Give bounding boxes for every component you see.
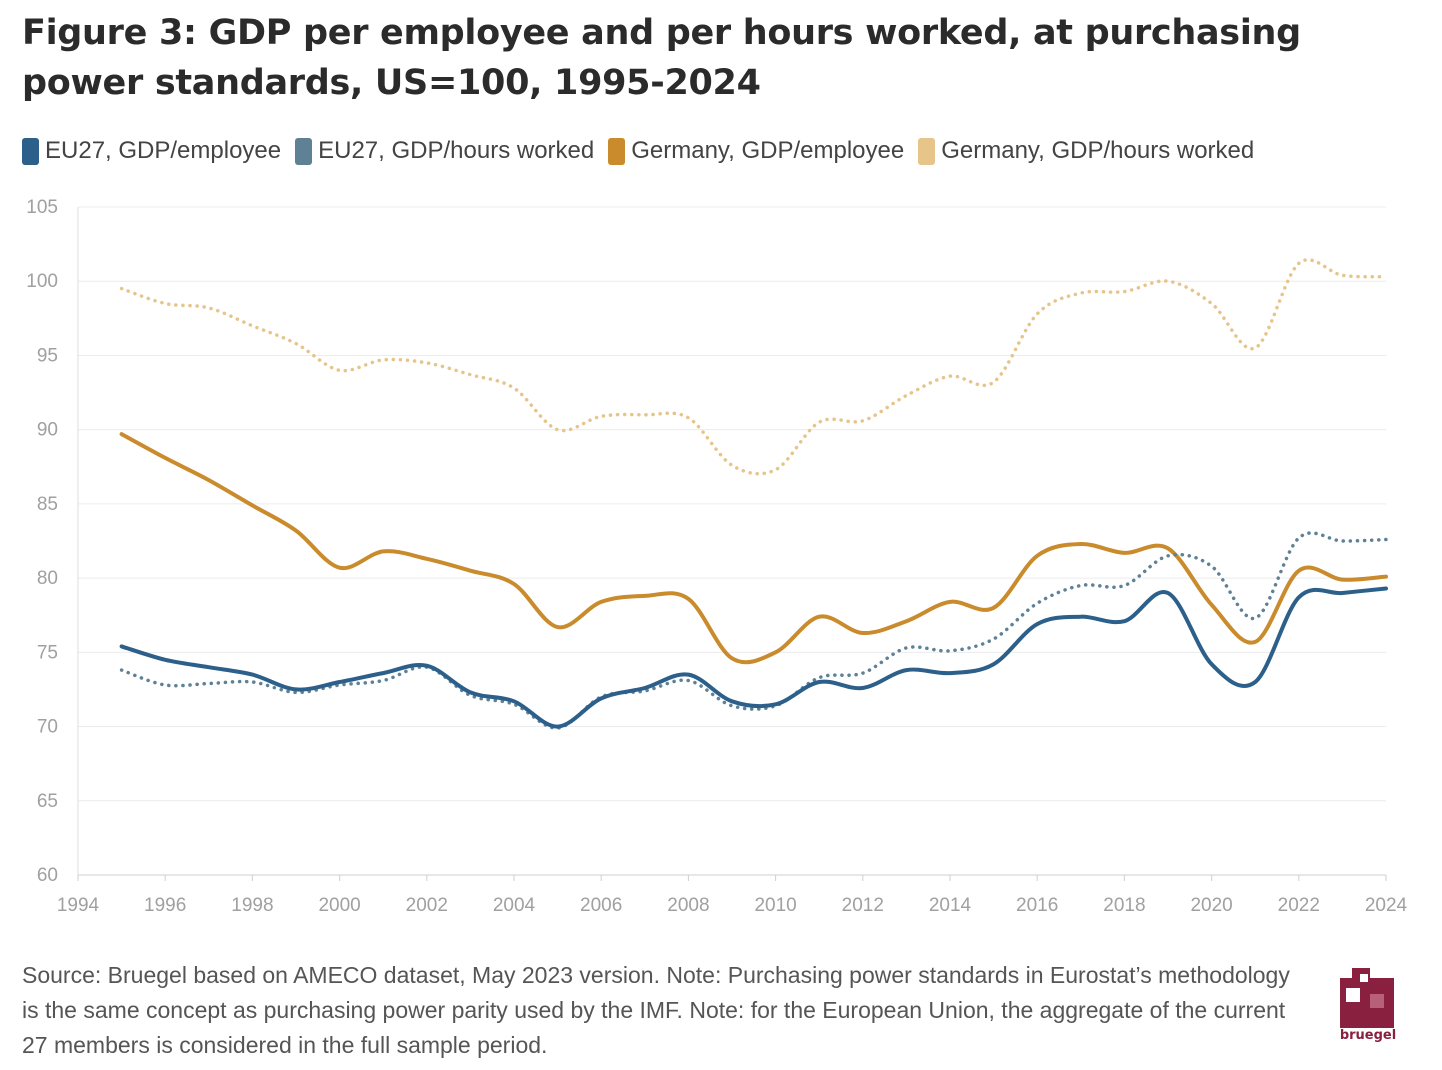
series-layer [119,258,1388,730]
legend-label-eu27-hours: EU27, GDP/hours worked [318,137,595,164]
y-tick-label: 95 [37,345,58,366]
x-tick-label: 1998 [231,895,273,916]
series-germany-gdp-employee [119,432,1388,665]
y-tick-label: 80 [37,568,58,589]
legend-label-germany-employee: Germany, GDP/employee [631,137,905,164]
x-tick-label: 2020 [1190,895,1232,916]
bruegel-logo: bruegel [1332,964,1404,1046]
legend-swatch-eu27-hours [295,137,313,165]
x-tick-label: 2022 [1278,895,1320,916]
y-tick-label: 65 [37,791,58,812]
x-tick-label: 1996 [144,895,186,916]
legend: EU27, GDP/employee EU27, GDP/hours worke… [22,134,1268,168]
y-tick-label: 100 [26,271,58,292]
series-germany-gdp-hours [119,258,1388,476]
y-tick-label: 75 [37,642,58,663]
y-tick-label: 85 [37,494,58,515]
chart-title: Figure 3: GDP per employee and per hours… [22,13,1301,103]
series-eu27-gdp-hours [119,531,1388,730]
x-tick-label: 2012 [842,895,884,916]
y-tick-label: 70 [37,717,58,738]
y-tick-label: 105 [26,197,58,218]
line-chart: 60 65 70 75 80 85 90 95 100 105 1994 1996 1998 2000 20… [26,197,1407,916]
y-tick-label: 60 [37,865,58,886]
x-tick-label: 2018 [1103,895,1145,916]
legend-label-germany-hours: Germany, GDP/hours worked [941,137,1255,164]
source-note: Source: Bruegel based on AMECO dataset, … [22,962,1290,1058]
x-tick-label: 2000 [318,895,360,916]
x-tick-label: 1994 [57,895,100,916]
x-tick-label: 2002 [406,895,448,916]
bruegel-logo-text: bruegel [1339,1028,1397,1043]
x-tick-label: 2004 [493,895,536,916]
grid-layer [77,206,1386,876]
y-tick-label: 90 [37,420,58,441]
legend-swatch-germany-hours [918,137,936,165]
legend-item-germany-hours: Germany, GDP/hours worked [918,137,1254,165]
axis-layer: 60 65 70 75 80 85 90 95 100 105 1994 1996 1998 2000 20… [26,197,1407,916]
bruegel-logo-mark [1340,968,1394,1028]
x-tick-label: 2016 [1016,895,1058,916]
legend-item-eu27-employee: EU27, GDP/employee [22,137,281,165]
x-tick-label: 2008 [667,895,709,916]
legend-label-eu27-employee: EU27, GDP/employee [45,137,282,164]
x-tick-label: 2024 [1365,895,1408,916]
legend-item-germany-employee: Germany, GDP/employee [608,137,904,165]
legend-swatch-germany-employee [608,137,626,165]
legend-swatch-eu27-employee [22,137,39,165]
series-eu27-gdp-employee [119,586,1388,729]
x-tick-label: 2010 [754,895,796,916]
legend-item-eu27-hours: EU27, GDP/hours worked [295,137,594,165]
x-tick-label: 2014 [929,895,972,916]
x-tick-label: 2006 [580,895,622,916]
